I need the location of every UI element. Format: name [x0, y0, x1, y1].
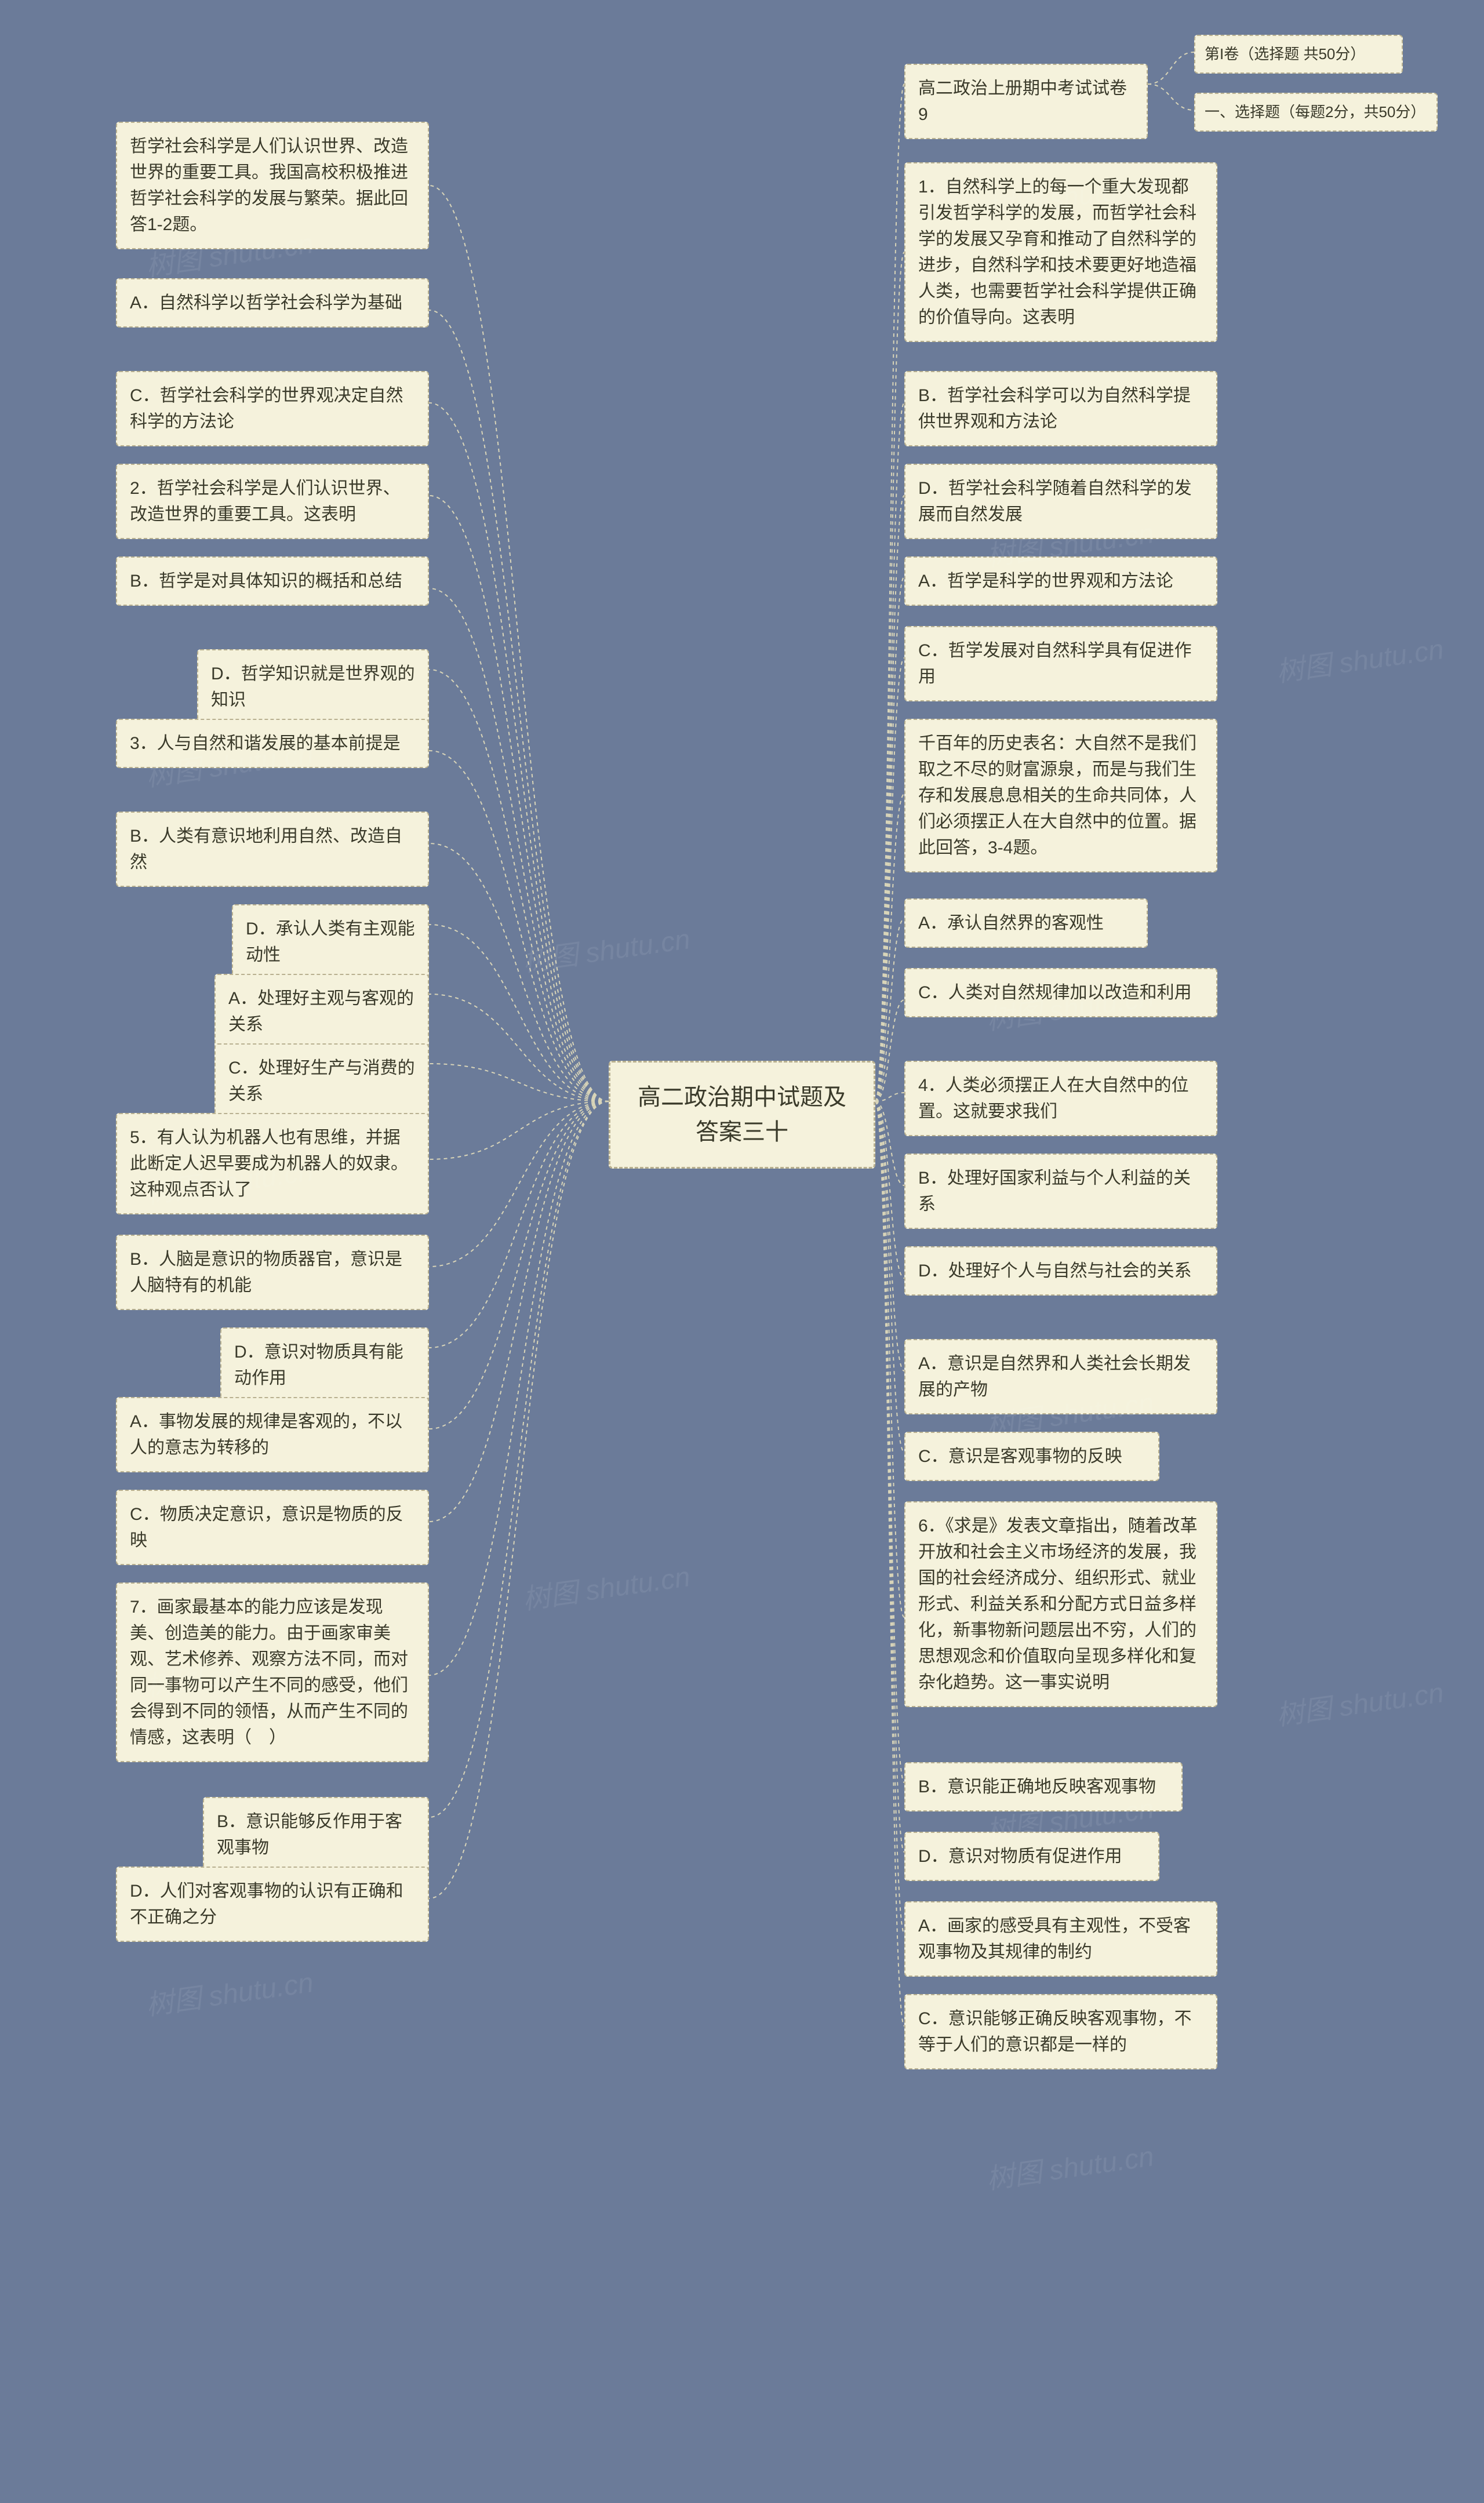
- right-child-node: 一、选择题（每题2分，共50分）: [1194, 93, 1438, 132]
- left-node: C．处理好生产与消费的关系: [214, 1043, 429, 1119]
- left-node: B．人脑是意识的物质器官，意识是人脑特有的机能: [116, 1235, 429, 1310]
- left-node: D．意识对物质具有能动作用: [220, 1327, 429, 1403]
- node-text: 1．自然科学上的每一个重大发现都引发哲学科学的发展，而哲学社会科学的发展又孕育和…: [918, 177, 1196, 327]
- node-text: A．事物发展的规律是客观的，不以人的意志为转移的: [130, 1412, 402, 1457]
- node-text: C．意识是客观事物的反映: [918, 1447, 1122, 1466]
- left-node: D．人们对客观事物的认识有正确和不正确之分: [116, 1867, 429, 1942]
- left-node: C．哲学社会科学的世界观决定自然科学的方法论: [116, 371, 429, 446]
- node-text: 哲学社会科学是人们认识世界、改造世界的重要工具。我国高校积极推进哲学社会科学的发…: [130, 137, 408, 234]
- center-node: 高二政治期中试题及答案三十: [609, 1061, 875, 1169]
- left-node: 2．哲学社会科学是人们认识世界、改造世界的重要工具。这表明: [116, 464, 429, 539]
- node-text: C．哲学社会科学的世界观决定自然科学的方法论: [130, 386, 403, 431]
- node-text: A．承认自然界的客观性: [918, 914, 1104, 933]
- right-node: 1．自然科学上的每一个重大发现都引发哲学科学的发展，而哲学社会科学的发展又孕育和…: [904, 162, 1217, 342]
- right-node: C．哲学发展对自然科学具有促进作用: [904, 626, 1217, 701]
- left-node: D．承认人类有主观能动性: [232, 904, 429, 980]
- right-node: C．人类对自然规律加以改造和利用: [904, 968, 1217, 1017]
- right-node: C．意识是客观事物的反映: [904, 1432, 1159, 1481]
- node-text: B．意识能正确地反映客观事物: [918, 1777, 1156, 1796]
- node-text: D．意识对物质有促进作用: [918, 1847, 1122, 1866]
- left-node: 5．有人认为机器人也有思维，并据此断定人迟早要成为机器人的奴隶。这种观点否认了: [116, 1113, 429, 1214]
- node-text: 2．哲学社会科学是人们认识世界、改造世界的重要工具。这表明: [130, 479, 401, 524]
- right-node: 高二政治上册期中考试试卷9: [904, 64, 1148, 139]
- right-node: C．意识能够正确反映客观事物，不等于人们的意识都是一样的: [904, 1994, 1217, 2069]
- right-node: B．处理好国家利益与个人利益的关系: [904, 1154, 1217, 1229]
- right-node: A．哲学是科学的世界观和方法论: [904, 556, 1217, 606]
- node-text: A．自然科学以哲学社会科学为基础: [130, 293, 402, 312]
- right-node: A．画家的感受具有主观性，不受客观事物及其规律的制约: [904, 1901, 1217, 1977]
- right-node: D．哲学社会科学随着自然科学的发展而自然发展: [904, 464, 1217, 539]
- node-text: C．物质决定意识，意识是物质的反映: [130, 1505, 403, 1550]
- node-text: B．哲学是对具体知识的概括和总结: [130, 572, 402, 591]
- left-node: B．意识能够反作用于客观事物: [203, 1797, 429, 1872]
- node-text: 第I卷（选择题 共50分）: [1205, 45, 1365, 63]
- node-text: 7．画家最基本的能力应该是发现美、创造美的能力。由于画家审美观、艺术修养、观察方…: [130, 1598, 408, 1747]
- node-text: 3．人与自然和谐发展的基本前提是: [130, 734, 401, 753]
- left-node: 哲学社会科学是人们认识世界、改造世界的重要工具。我国高校积极推进哲学社会科学的发…: [116, 122, 429, 249]
- node-text: B．人类有意识地利用自然、改造自然: [130, 827, 402, 872]
- left-node: A．自然科学以哲学社会科学为基础: [116, 278, 429, 328]
- node-text: A．画家的感受具有主观性，不受客观事物及其规律的制约: [918, 1916, 1191, 1962]
- center-node-text: 高二政治期中试题及答案三十: [638, 1085, 846, 1145]
- node-text: 一、选择题（每题2分，共50分）: [1205, 103, 1425, 121]
- right-node: B．意识能正确地反映客观事物: [904, 1762, 1183, 1811]
- node-text: D．承认人类有主观能动性: [246, 919, 415, 965]
- right-child-node: 第I卷（选择题 共50分）: [1194, 35, 1403, 74]
- node-text: B．处理好国家利益与个人利益的关系: [918, 1169, 1191, 1214]
- left-node: A．事物发展的规律是客观的，不以人的意志为转移的: [116, 1397, 429, 1472]
- left-node: 7．画家最基本的能力应该是发现美、创造美的能力。由于画家审美观、艺术修养、观察方…: [116, 1582, 429, 1762]
- watermark: 树图 shutu.cn: [520, 1554, 693, 1617]
- node-text: 千百年的历史表名：大自然不是我们取之不尽的财富源泉，而是与我们生存和发展息息相关…: [918, 734, 1196, 857]
- left-node: A．处理好主观与客观的关系: [214, 974, 429, 1049]
- node-text: D．哲学社会科学随着自然科学的发展而自然发展: [918, 479, 1192, 524]
- watermark: 树图 shutu.cn: [984, 2133, 1156, 2197]
- node-text: A．意识是自然界和人类社会长期发展的产物: [918, 1354, 1191, 1399]
- node-text: 5．有人认为机器人也有思维，并据此断定人迟早要成为机器人的奴隶。这种观点否认了: [130, 1128, 408, 1199]
- node-text: C．处理好生产与消费的关系: [228, 1058, 415, 1104]
- left-node: B．人类有意识地利用自然、改造自然: [116, 812, 429, 887]
- node-text: 高二政治上册期中考试试卷9: [918, 79, 1127, 124]
- node-text: D．处理好个人与自然与社会的关系: [918, 1261, 1192, 1280]
- right-node: A．意识是自然界和人类社会长期发展的产物: [904, 1339, 1217, 1414]
- right-node: 6．《求是》发表文章指出，随着改革开放和社会主义市场经济的发展，我国的社会经济成…: [904, 1501, 1217, 1707]
- right-node: A．承认自然界的客观性: [904, 898, 1148, 948]
- node-text: C．哲学发展对自然科学具有促进作用: [918, 641, 1192, 686]
- left-node: C．物质决定意识，意识是物质的反映: [116, 1490, 429, 1565]
- node-text: 4．人类必须摆正人在大自然中的位置。这就要求我们: [918, 1076, 1189, 1121]
- node-text: C．人类对自然规律加以改造和利用: [918, 983, 1192, 1002]
- right-node: D．意识对物质有促进作用: [904, 1832, 1159, 1881]
- left-node: B．哲学是对具体知识的概括和总结: [116, 556, 429, 606]
- right-node: B．哲学社会科学可以为自然科学提供世界观和方法论: [904, 371, 1217, 446]
- node-text: A．处理好主观与客观的关系: [228, 989, 414, 1034]
- node-text: D．哲学知识就是世界观的知识: [211, 664, 415, 710]
- node-text: D．人们对客观事物的认识有正确和不正确之分: [130, 1882, 403, 1927]
- left-node: 3．人与自然和谐发展的基本前提是: [116, 719, 429, 768]
- node-text: C．意识能够正确反映客观事物，不等于人们的意识都是一样的: [918, 2009, 1192, 2054]
- watermark: 树图 shutu.cn: [520, 916, 693, 980]
- left-node: D．哲学知识就是世界观的知识: [197, 649, 429, 725]
- node-text: B．人脑是意识的物质器官，意识是人脑特有的机能: [130, 1250, 402, 1295]
- node-text: B．意识能够反作用于客观事物: [217, 1812, 402, 1857]
- node-text: 6．《求是》发表文章指出，随着改革开放和社会主义市场经济的发展，我国的社会经济成…: [918, 1516, 1198, 1692]
- node-text: D．意识对物质具有能动作用: [234, 1343, 403, 1388]
- watermark: 树图 shutu.cn: [1274, 1669, 1446, 1733]
- right-node: D．处理好个人与自然与社会的关系: [904, 1246, 1217, 1296]
- node-text: B．哲学社会科学可以为自然科学提供世界观和方法论: [918, 386, 1191, 431]
- right-node: 4．人类必须摆正人在大自然中的位置。这就要求我们: [904, 1061, 1217, 1136]
- watermark: 树图 shutu.cn: [1274, 626, 1446, 690]
- node-text: A．哲学是科学的世界观和方法论: [918, 572, 1173, 591]
- watermark: 树图 shutu.cn: [143, 1959, 316, 2023]
- right-node: 千百年的历史表名：大自然不是我们取之不尽的财富源泉，而是与我们生存和发展息息相关…: [904, 719, 1217, 872]
